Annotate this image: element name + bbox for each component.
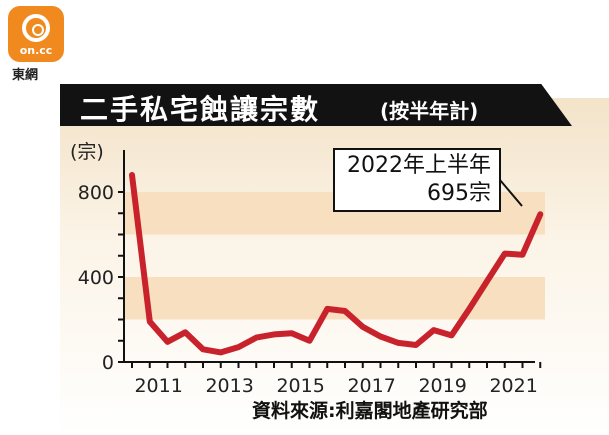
- callout-value: 695宗: [427, 181, 491, 206]
- y-tick-label: 800: [78, 182, 114, 204]
- oncc-logo-icon: [22, 14, 50, 42]
- x-tick-label: 2021: [489, 375, 537, 397]
- chart-title-bar: 二手私宅蝕讓宗數 (按半年計): [60, 84, 572, 126]
- x-tick-label: 2017: [347, 375, 395, 397]
- data-source: 資料來源:利嘉閣地產研究部: [252, 400, 488, 422]
- latest-value-callout: 2022年上半年 695宗: [333, 148, 501, 212]
- x-tick-label: 2011: [134, 375, 182, 397]
- y-axis-unit: (宗): [70, 141, 104, 163]
- callout-period: 2022年上半年: [347, 153, 491, 178]
- logo-text: on.cc: [19, 44, 53, 57]
- x-tick-label: 2013: [205, 375, 253, 397]
- series-line: [129, 172, 544, 356]
- chart-title: 二手私宅蝕讓宗數: [80, 93, 321, 126]
- oncc-logo: on.cc: [8, 6, 64, 62]
- y-tick-label: 400: [78, 267, 114, 289]
- grid-band: [124, 277, 545, 320]
- x-tick-label: 2015: [276, 375, 324, 397]
- y-tick-label: 0: [102, 352, 114, 374]
- callout-pointer: [499, 179, 523, 207]
- x-tick-label: 2019: [418, 375, 466, 397]
- brand-name: 東網: [12, 68, 39, 83]
- chart-subtitle: (按半年計): [380, 99, 479, 123]
